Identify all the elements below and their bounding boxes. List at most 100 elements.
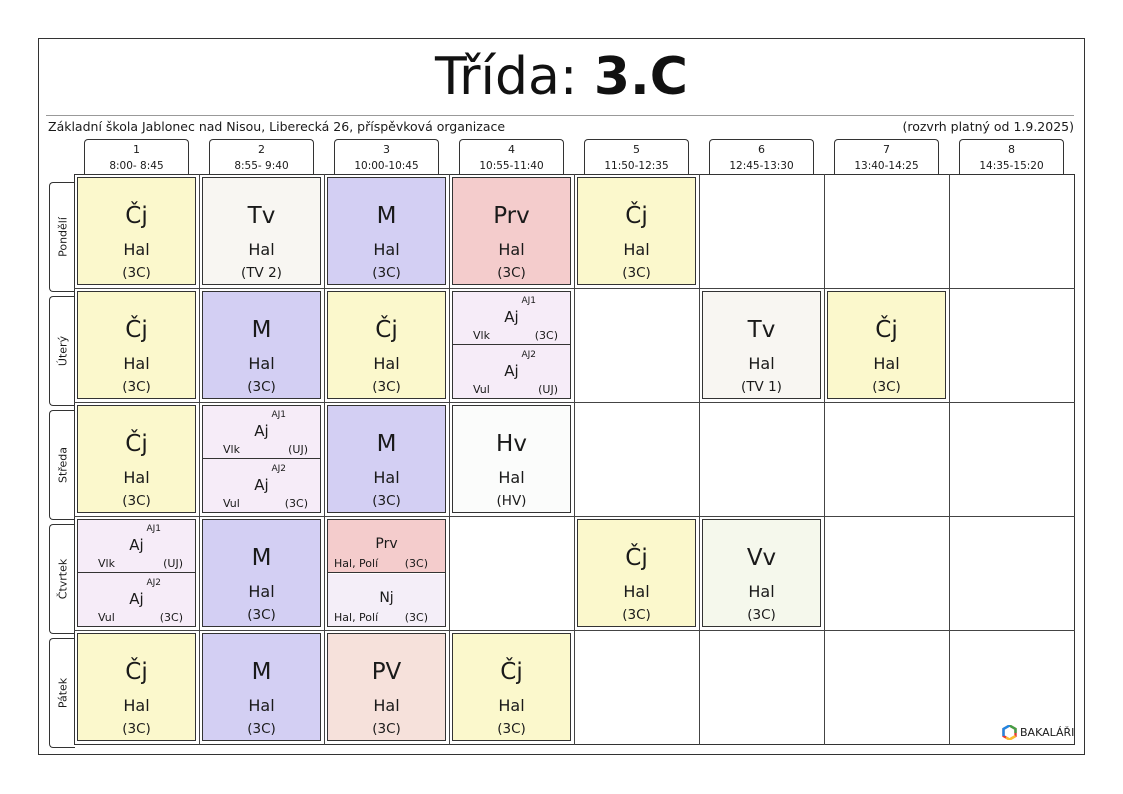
- room: (3C): [122, 721, 151, 737]
- subject: Čj: [125, 203, 148, 229]
- lesson-cell[interactable]: Čj Hal (3C): [327, 291, 446, 399]
- lesson-cell[interactable]: Vv Hal (3C): [702, 519, 821, 627]
- group-lesson[interactable]: AJ1 Aj Vlk (UJ): [78, 520, 195, 573]
- teacher: Hal: [623, 582, 650, 601]
- period-time: 10:00-10:45: [354, 160, 419, 172]
- group-name: AJ2: [146, 578, 161, 588]
- teacher: Hal: [748, 354, 775, 373]
- group-name: AJ2: [271, 464, 286, 474]
- logo-text: BAKALÁŘI: [1020, 726, 1075, 739]
- period-number: 8: [1008, 143, 1015, 156]
- teacher: Hal: [373, 468, 400, 487]
- lesson-cell[interactable]: Prv Hal, Polí (3C) Nj Hal, Polí (3C): [327, 519, 446, 627]
- title-divider: [46, 115, 1074, 116]
- paired-lesson[interactable]: Prv Hal, Polí (3C): [328, 520, 445, 573]
- teacher: Vlk: [223, 443, 240, 456]
- group-lesson[interactable]: AJ2 Aj Vul (3C): [203, 460, 320, 512]
- period-number: 5: [633, 143, 640, 156]
- teacher: Hal: [373, 240, 400, 259]
- class-name: 3.C: [593, 47, 688, 107]
- teacher: Vul: [473, 383, 490, 396]
- lesson-cell[interactable]: Čj Hal (3C): [77, 405, 196, 513]
- room: (3C): [247, 607, 276, 623]
- title-label: Třída:: [435, 47, 578, 107]
- teacher: Hal: [123, 696, 150, 715]
- lesson-cell[interactable]: Čj Hal (3C): [77, 177, 196, 285]
- teacher: Hal: [248, 582, 275, 601]
- day-label-2: Středa: [49, 410, 75, 520]
- teacher: Vlk: [98, 557, 115, 570]
- room: (3C): [247, 379, 276, 395]
- group-lesson[interactable]: AJ1 Aj Vlk (UJ): [203, 406, 320, 459]
- lesson-cell[interactable]: Čj Hal (3C): [577, 177, 696, 285]
- lesson-cell[interactable]: AJ1 Aj Vlk (UJ) AJ2 Aj Vul (3C): [202, 405, 321, 513]
- group-name: AJ1: [146, 524, 161, 534]
- period-time: 8:00- 8:45: [109, 160, 164, 172]
- room: (3C): [372, 265, 401, 281]
- subject: Aj: [254, 422, 269, 440]
- grid-column-line: [699, 174, 700, 745]
- lesson-cell[interactable]: Čj Hal (3C): [77, 291, 196, 399]
- room: (3C): [747, 607, 776, 623]
- group-lesson[interactable]: AJ1 Aj Vlk (3C): [453, 292, 570, 345]
- teacher: Hal: [248, 354, 275, 373]
- lesson-cell[interactable]: Prv Hal (3C): [452, 177, 571, 285]
- validity-note: (rozvrh platný od 1.9.2025): [902, 119, 1074, 134]
- grid-row-line: [74, 288, 1075, 289]
- room: (3C): [534, 329, 558, 342]
- teacher: Hal: [123, 468, 150, 487]
- room: (3C): [622, 607, 651, 623]
- teacher: Hal: [498, 468, 525, 487]
- period-number: 4: [508, 143, 515, 156]
- teacher: Hal: [498, 696, 525, 715]
- lesson-cell[interactable]: Čj Hal (3C): [77, 633, 196, 741]
- room: (UJ): [538, 383, 558, 396]
- lesson-cell[interactable]: M Hal (3C): [202, 291, 321, 399]
- lesson-cell[interactable]: Čj Hal (3C): [577, 519, 696, 627]
- period-number: 3: [383, 143, 390, 156]
- lesson-cell[interactable]: Čj Hal (3C): [827, 291, 946, 399]
- lesson-cell[interactable]: AJ1 Aj Vlk (UJ) AJ2 Aj Vul (3C): [77, 519, 196, 627]
- lesson-cell[interactable]: M Hal (3C): [327, 405, 446, 513]
- subject: Aj: [504, 308, 519, 326]
- subject: Prv: [375, 536, 398, 552]
- period-number: 7: [883, 143, 890, 156]
- bakalari-logo-icon: [1002, 725, 1017, 740]
- period-header-6: 6 12:45-13:30: [709, 139, 814, 175]
- lesson-cell[interactable]: PV Hal (3C): [327, 633, 446, 741]
- subject: Čj: [125, 317, 148, 343]
- teacher: Hal: [623, 240, 650, 259]
- day-name: Úterý: [56, 335, 69, 367]
- lesson-cell[interactable]: Tv Hal (TV 1): [702, 291, 821, 399]
- lesson-cell[interactable]: M Hal (3C): [202, 519, 321, 627]
- day-label-1: Úterý: [49, 296, 75, 406]
- room: (3C): [122, 379, 151, 395]
- room: (3C): [497, 721, 526, 737]
- teacher: Hal: [373, 696, 400, 715]
- subject: M: [376, 431, 397, 457]
- lesson-cell[interactable]: Hv Hal (HV): [452, 405, 571, 513]
- room: (3C): [404, 611, 428, 624]
- room: (3C): [284, 497, 308, 510]
- period-header-7: 7 13:40-14:25: [834, 139, 939, 175]
- room: (3C): [122, 493, 151, 509]
- lesson-cell[interactable]: M Hal (3C): [202, 633, 321, 741]
- lesson-cell[interactable]: Tv Hal (TV 2): [202, 177, 321, 285]
- grid-column-line: [574, 174, 575, 745]
- lesson-cell[interactable]: M Hal (3C): [327, 177, 446, 285]
- group-lesson[interactable]: AJ2 Aj Vul (UJ): [453, 346, 570, 398]
- lesson-cell[interactable]: AJ1 Aj Vlk (3C) AJ2 Aj Vul (UJ): [452, 291, 571, 399]
- subject: Vv: [746, 545, 777, 571]
- lesson-cell[interactable]: Čj Hal (3C): [452, 633, 571, 741]
- subject: Tv: [747, 317, 776, 343]
- grid-row-line: [74, 516, 1075, 517]
- bakalari-logo: BAKALÁŘI: [1002, 724, 1074, 742]
- subject: M: [376, 203, 397, 229]
- room: (3C): [247, 721, 276, 737]
- paired-lesson[interactable]: Nj Hal, Polí (3C): [328, 574, 445, 626]
- period-time: 12:45-13:30: [729, 160, 794, 172]
- room: (HV): [496, 493, 527, 509]
- group-lesson[interactable]: AJ2 Aj Vul (3C): [78, 574, 195, 626]
- subject: Aj: [129, 536, 144, 554]
- grid-row-line: [74, 402, 1075, 403]
